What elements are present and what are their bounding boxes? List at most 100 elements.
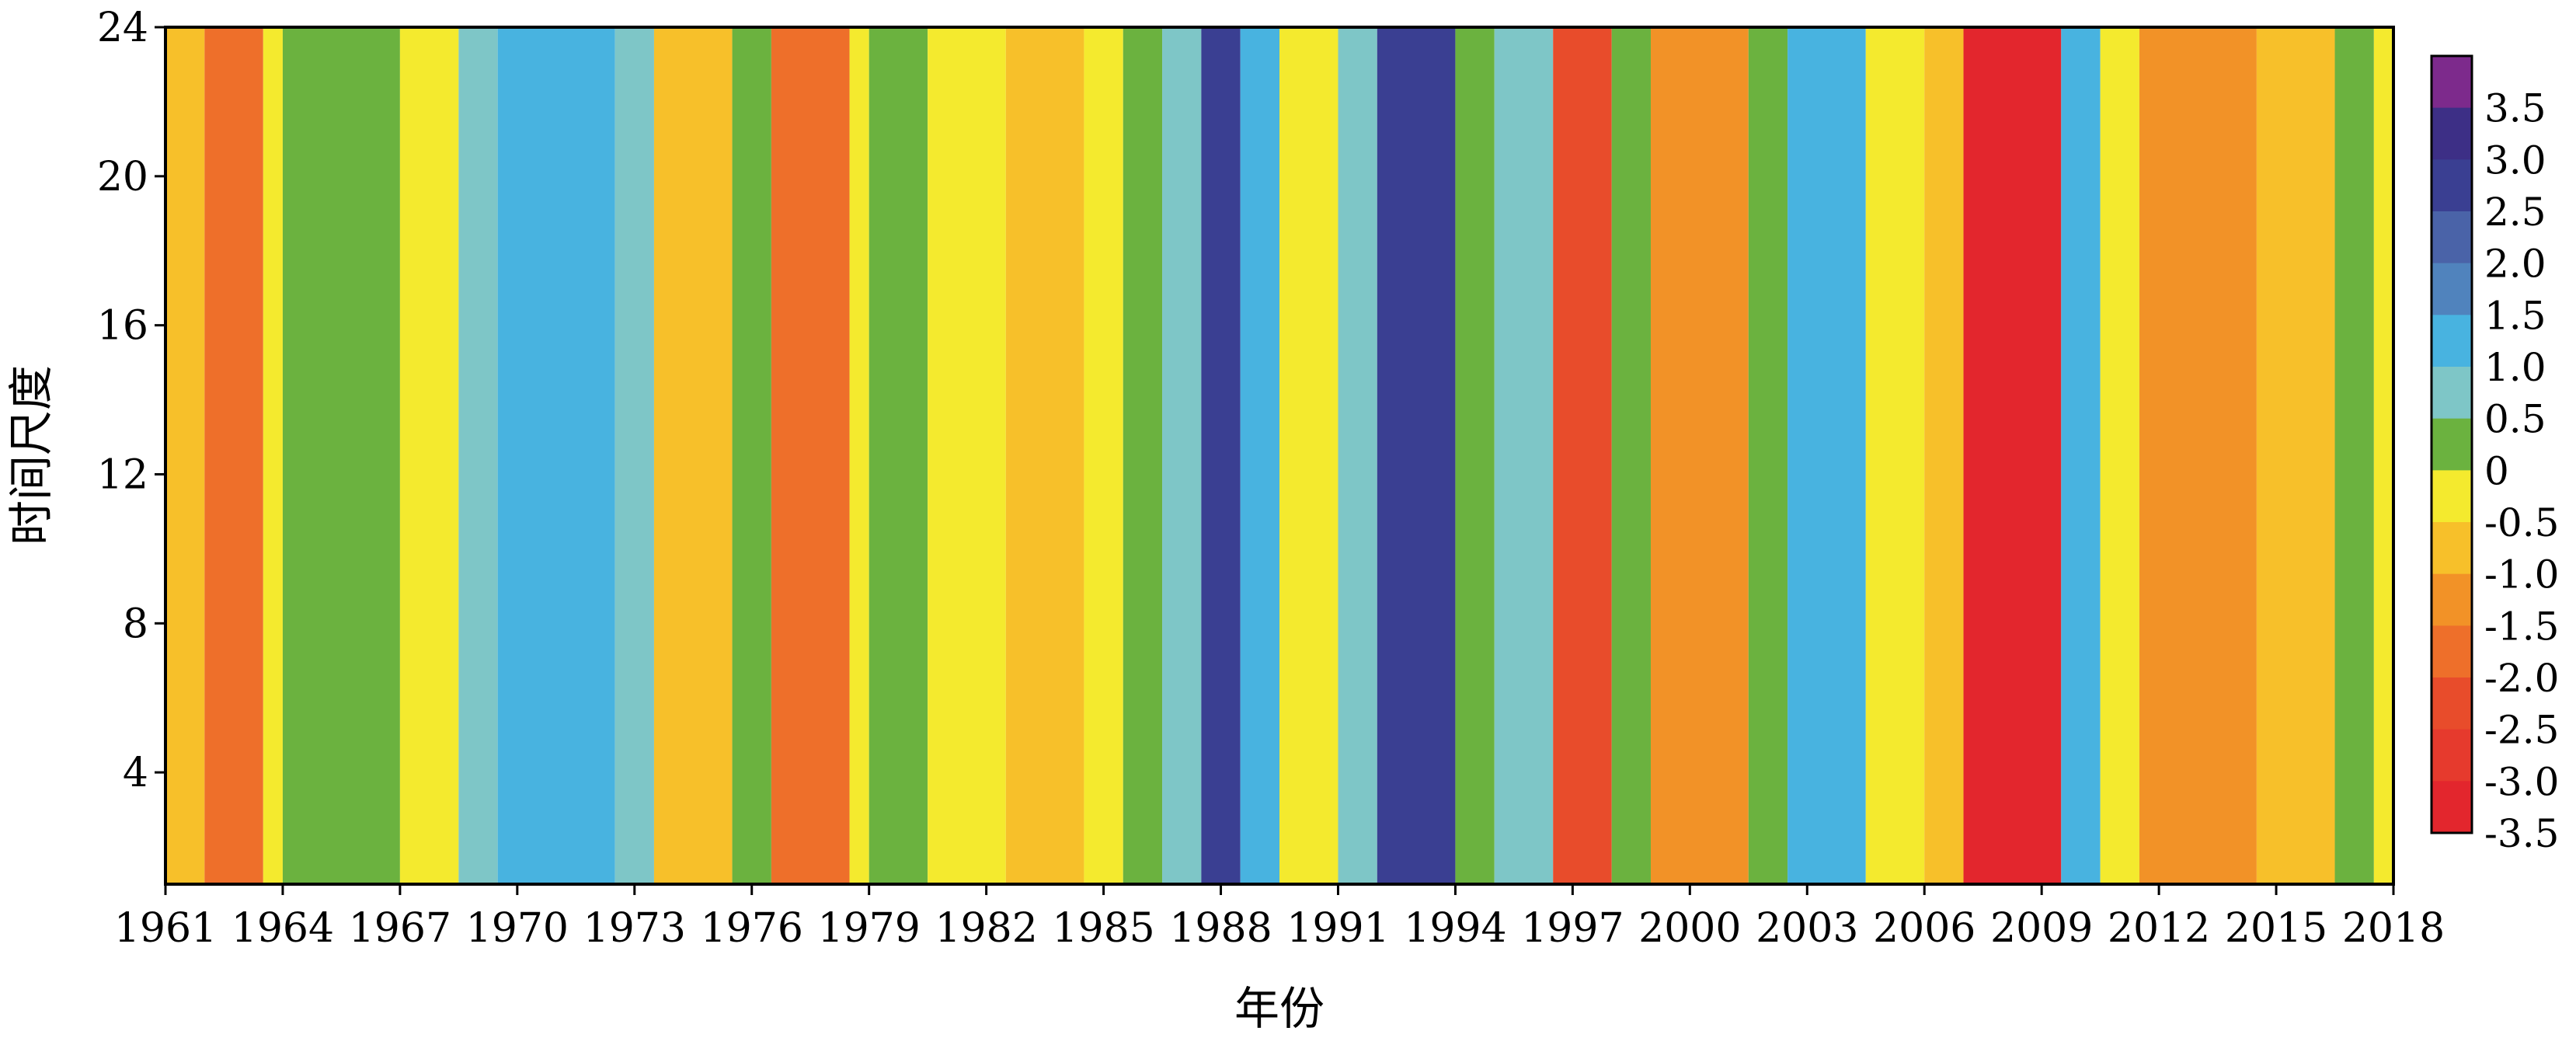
heatmap-band-15 — [1084, 27, 1123, 884]
y-tick-label: 4 — [123, 750, 148, 796]
x-tick-label: 1982 — [935, 905, 1037, 952]
x-tick-label: 2015 — [2225, 905, 2327, 952]
colorbar-label: 3.0 — [2484, 138, 2546, 183]
colorbar-label: 0 — [2484, 448, 2509, 493]
x-tick-label: 2009 — [1990, 905, 2093, 952]
colorbar-swatch — [2432, 729, 2472, 782]
x-tick-label: 1970 — [466, 905, 569, 952]
colorbar-swatch — [2432, 367, 2472, 420]
heatmap-band-32 — [1963, 27, 2062, 884]
plot-area — [165, 27, 2393, 884]
colorbar-frame — [2430, 54, 2473, 834]
y-tick-label: 16 — [97, 303, 148, 350]
colorbar-label: -1.5 — [2484, 604, 2559, 649]
x-tick-label: 2006 — [1873, 905, 1976, 952]
x-tick-label: 1979 — [818, 905, 921, 952]
colorbar-swatch — [2432, 107, 2472, 160]
heatmap-band-13 — [928, 27, 1006, 884]
colorbar-swatch — [2432, 418, 2472, 471]
colorbar-label: 2.5 — [2484, 190, 2546, 235]
colorbar-label: 1.0 — [2484, 345, 2546, 390]
plot-frame — [164, 26, 2395, 886]
heatmap-band-23 — [1455, 27, 1495, 884]
colorbar-swatch — [2432, 522, 2472, 575]
x-tick-label: 1985 — [1052, 905, 1154, 952]
heatmap-band-14 — [1005, 27, 1084, 884]
heatmap-band-18 — [1201, 27, 1241, 884]
x-tick-label: 1976 — [701, 905, 803, 952]
colorbar-swatch — [2432, 56, 2472, 109]
colorbar-label: -0.5 — [2484, 500, 2559, 545]
heatmap-band-12 — [869, 27, 928, 884]
heatmap-band-28 — [1748, 27, 1788, 884]
heatmap-band-34 — [2100, 27, 2139, 884]
heatmap-band-20 — [1279, 27, 1338, 884]
y-axis-label: 时间尺度 — [5, 365, 57, 545]
colorbar-label: -3.0 — [2484, 759, 2559, 804]
heatmap-band-6 — [497, 27, 615, 884]
heatmap-band-10 — [771, 27, 850, 884]
heatmap-band-8 — [653, 27, 733, 884]
heatmap-band-11 — [849, 27, 869, 884]
heatmap-band-3 — [282, 27, 400, 884]
heatmap-band-1 — [204, 27, 263, 884]
x-axis: 1961 1964 1967 1970 1973 1976 1979 1982 1985 1988… — [114, 884, 2445, 952]
heatmap-band-37 — [2334, 27, 2374, 884]
heatmap-band-17 — [1162, 27, 1202, 884]
colorbar-label: -3.5 — [2484, 811, 2559, 856]
x-tick-label: 1967 — [349, 905, 451, 952]
colorbar: 3.5 3.0 2.5 2.0 1.5 1.0 0.5 0 -0.5 -1.0 -1.5 -2.0 -2… — [2430, 54, 2559, 856]
y-tick-label: 8 — [123, 601, 148, 647]
heatmap-band-27 — [1651, 27, 1749, 884]
y-tick-label: 20 — [97, 154, 148, 200]
heatmap-band-21 — [1338, 27, 1377, 884]
y-tick-label: 12 — [97, 451, 148, 498]
heatmap-band-5 — [458, 27, 498, 884]
heatmap-band-7 — [614, 27, 654, 884]
x-tick-label: 2012 — [2108, 905, 2210, 952]
colorbar-label: 0.5 — [2484, 397, 2546, 442]
colorbar-label: 1.5 — [2484, 293, 2546, 338]
colorbar-swatch — [2432, 315, 2472, 367]
heatmap-band-19 — [1240, 27, 1279, 884]
colorbar-swatch — [2432, 781, 2472, 834]
colorbar-swatch — [2432, 573, 2472, 626]
x-tick-label: 2018 — [2342, 905, 2445, 952]
heatmap-band-33 — [2061, 27, 2101, 884]
heatmap-band-24 — [1494, 27, 1554, 884]
colorbar-label: -2.0 — [2484, 656, 2559, 701]
y-tick-label: 24 — [97, 5, 148, 51]
colorbar-label: 2.0 — [2484, 242, 2546, 287]
colorbar-swatch — [2432, 470, 2472, 523]
heatmap-band-22 — [1377, 27, 1456, 884]
heatmap-band-9 — [732, 27, 771, 884]
x-axis-label: 年份 — [1234, 982, 1325, 1035]
x-tick-label: 1961 — [114, 905, 217, 952]
colorbar-swatch — [2432, 263, 2472, 315]
heatmap-band-4 — [399, 27, 459, 884]
heatmap-band-0 — [165, 27, 205, 884]
colorbar-label: 3.5 — [2484, 86, 2546, 131]
colorbar-swatch — [2432, 159, 2472, 212]
heatmap-band-35 — [2139, 27, 2257, 884]
colorbar-swatch — [2432, 677, 2472, 730]
heatmap-band-25 — [1553, 27, 1612, 884]
x-tick-label: 1964 — [231, 905, 334, 952]
heatmap-band-30 — [1865, 27, 1925, 884]
heatmap-band-2 — [263, 27, 283, 884]
heatmap-band-31 — [1924, 27, 1964, 884]
heatmap-band-16 — [1123, 27, 1163, 884]
heatmap-band-38 — [2373, 27, 2393, 884]
heatmap-band-36 — [2256, 27, 2335, 884]
x-tick-label: 1997 — [1521, 905, 1624, 952]
x-tick-label: 2000 — [1638, 905, 1741, 952]
colorbar-swatch — [2432, 625, 2472, 678]
y-axis: 4 8 12 16 20 24 — [97, 5, 165, 796]
x-tick-label: 1991 — [1286, 905, 1389, 952]
x-tick-label: 1973 — [583, 905, 686, 952]
heatmap-band-29 — [1788, 27, 1866, 884]
x-tick-label: 2003 — [1756, 905, 1858, 952]
heatmap-band-26 — [1611, 27, 1651, 884]
colorbar-label: -1.0 — [2484, 552, 2559, 597]
